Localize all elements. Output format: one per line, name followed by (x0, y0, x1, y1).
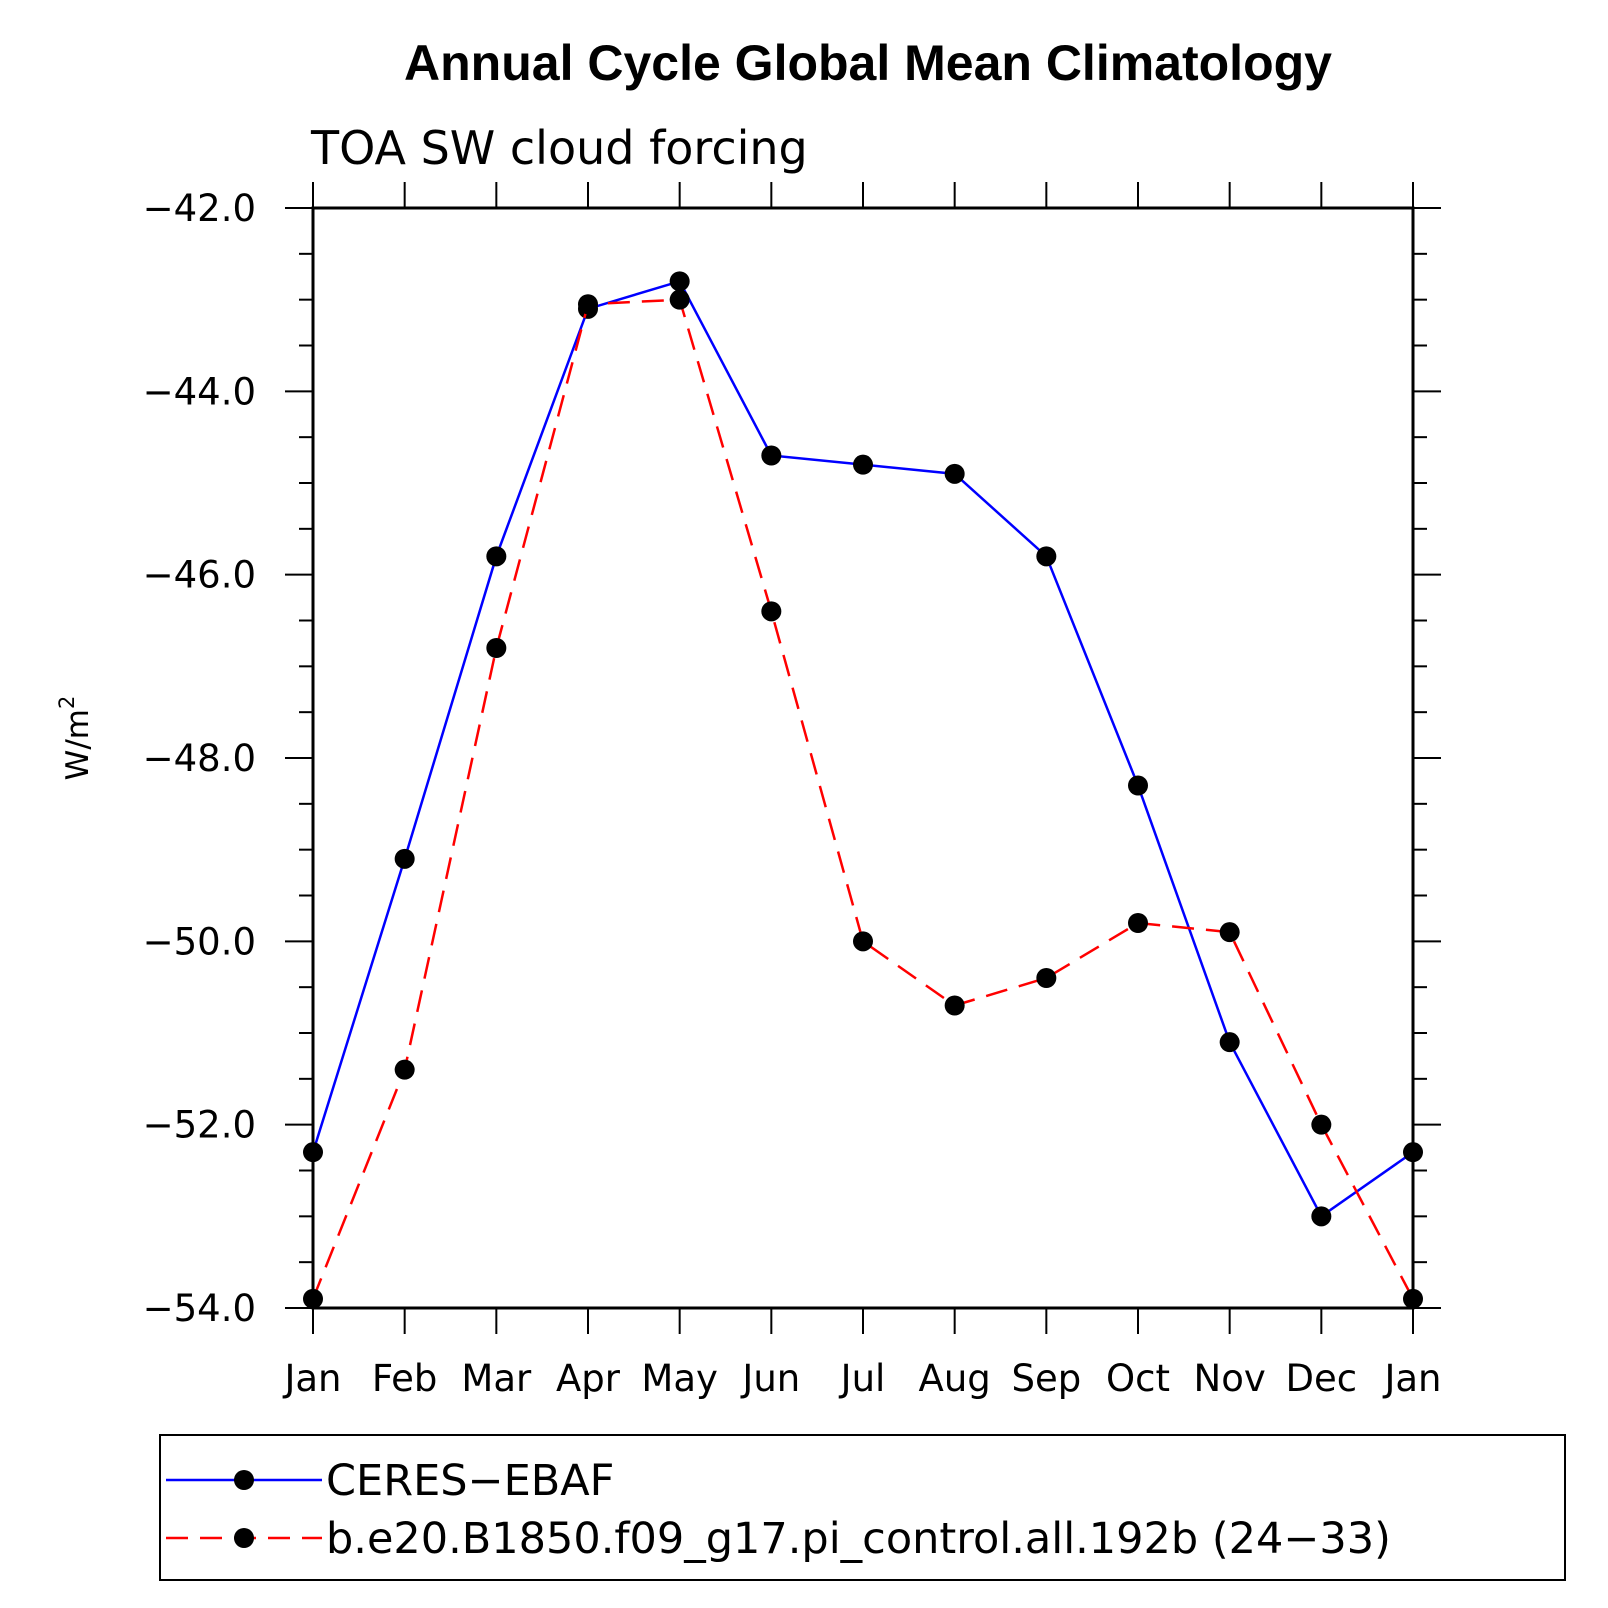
y-axis-label-text: W/m (60, 709, 96, 780)
x-tick-label: Mar (461, 1357, 532, 1400)
y-axis-label: W/m2 (55, 696, 96, 781)
series-1-marker (1128, 775, 1148, 796)
y-tick-label: −46.0 (143, 554, 256, 597)
x-tick-label: Jun (740, 1357, 800, 1400)
y-tick-label: −42.0 (143, 187, 256, 230)
series-line-1 (311, 279, 1414, 1219)
x-tick-label: Sep (1011, 1357, 1081, 1400)
chart-subtitle: TOA SW cloud forcing (310, 121, 808, 175)
series-1-marker (853, 454, 873, 475)
legend-marker-2 (234, 1528, 254, 1548)
legend: CERES−EBAF b.e20.B1850.f09_g17.pi_control… (159, 1434, 1566, 1581)
x-tick-label: Oct (1106, 1357, 1170, 1400)
series-1-marker (486, 546, 507, 567)
plot-frame (311, 206, 1415, 1310)
series-2-marker (1311, 1114, 1332, 1135)
y-tick-label: −50.0 (143, 920, 256, 963)
x-tick-label: Aug (919, 1357, 991, 1400)
series-2-marker (394, 1059, 415, 1080)
series-1-marker (669, 271, 690, 292)
series-2-marker (486, 638, 507, 658)
x-tick-label: Dec (1286, 1357, 1358, 1400)
y-tick-label: −52.0 (143, 1104, 256, 1147)
axis-ticks (285, 182, 1441, 1334)
legend-label-1: CERES−EBAF (326, 1456, 614, 1506)
x-tick-labels: Jan Feb Mar Apr May Jun Jul Aug Sep Oct Nov Dec Jan (282, 1357, 1441, 1400)
series-line-2 (311, 298, 1415, 1300)
x-tick-label: Jan (1382, 1357, 1441, 1400)
x-tick-label: Apr (556, 1357, 621, 1400)
x-tick-label: Nov (1194, 1357, 1266, 1400)
series-2-marker (1219, 922, 1240, 943)
y-tick-label: −54.0 (143, 1287, 256, 1330)
series-2-marker (944, 995, 965, 1016)
plot-series (303, 271, 1423, 1309)
series-2-marker (669, 289, 690, 310)
legend-marker-1 (234, 1470, 254, 1490)
legend-label-2: b.e20.B1850.f09_g17.pi_control.all.192b … (326, 1514, 1391, 1564)
y-tick-labels: −42.0 −44.0 −46.0 −48.0 −50.0 −52.0 −54.0 (143, 187, 256, 1330)
svg-text:W/m2: W/m2 (55, 696, 96, 781)
y-tick-label: −44.0 (143, 370, 256, 413)
series-2-marker (761, 601, 782, 622)
x-tick-label: Feb (372, 1357, 438, 1400)
y-tick-label: −48.0 (143, 737, 256, 780)
series-1-marker (761, 445, 782, 466)
x-tick-label: May (641, 1357, 718, 1400)
legend-box (159, 1434, 1566, 1581)
series-2-marker (1036, 968, 1057, 988)
series-1-marker (1036, 546, 1057, 567)
series-2-marker (578, 294, 598, 315)
series-1-marker (394, 848, 415, 869)
series-1-marker (944, 463, 965, 484)
series-1-marker (1219, 1032, 1240, 1053)
chart-title: Annual Cycle Global Mean Climatology (404, 35, 1332, 91)
x-tick-label: Jul (839, 1357, 886, 1400)
x-tick-label: Jan (282, 1357, 341, 1400)
series-1-marker (1311, 1206, 1332, 1227)
series-2-marker (1128, 913, 1148, 933)
series-2-marker (853, 931, 873, 952)
y-axis-label-superscript: 2 (55, 696, 79, 709)
